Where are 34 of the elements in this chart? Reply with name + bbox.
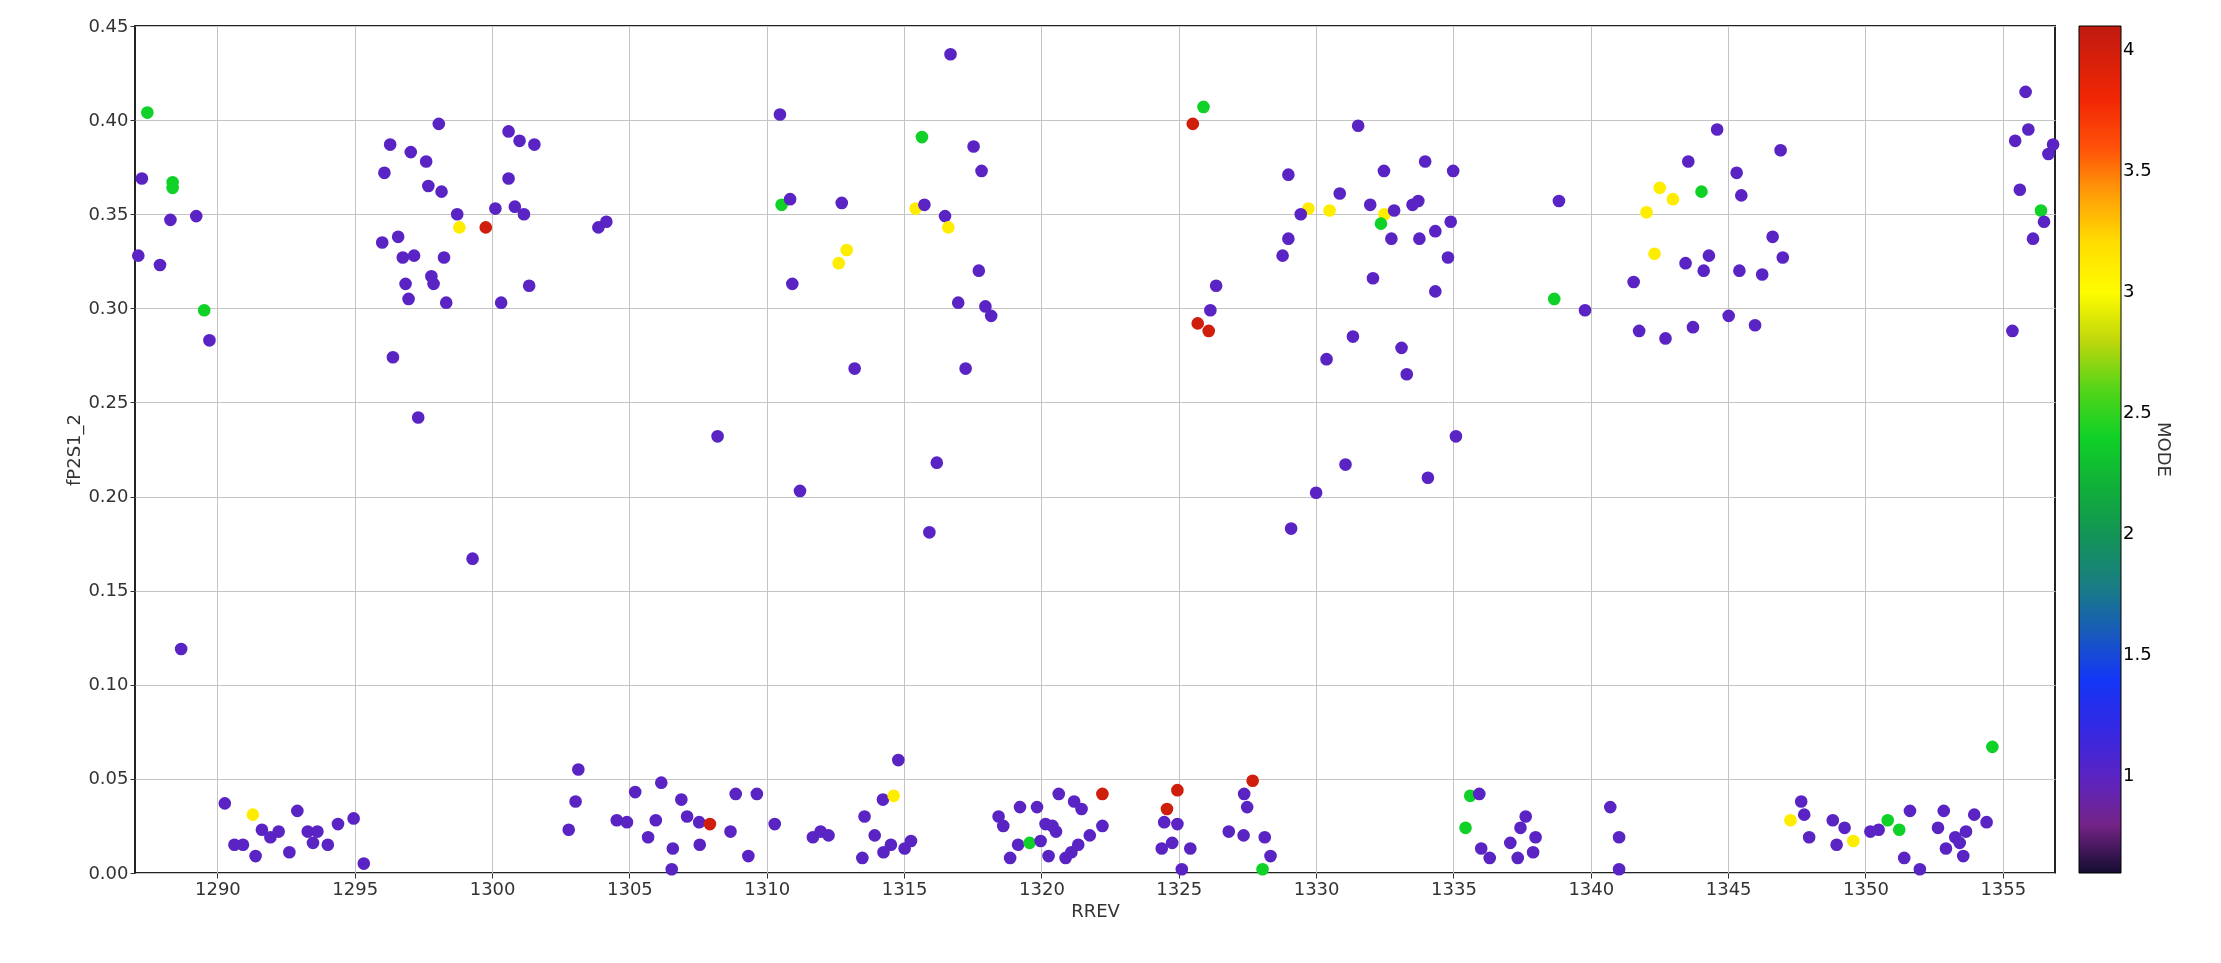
x-tick-label: 1330	[1293, 877, 1340, 899]
y-tick-label: 0.10	[88, 673, 129, 695]
color-bar-label: 1	[2123, 764, 2135, 786]
color-bar-label: 3.5	[2123, 159, 2152, 181]
color-bar-label: 1.5	[2123, 643, 2152, 665]
color-bar-title: MODE	[2154, 422, 2175, 477]
x-tick-label: 1315	[881, 877, 928, 899]
y-tick-label: 0.45	[88, 14, 129, 36]
color-bar-label: 2.5	[2123, 401, 2152, 423]
y-tick-label: 0.35	[88, 202, 129, 224]
x-tick-label: 1295	[332, 877, 379, 899]
color-bar-label: 2	[2123, 522, 2135, 544]
x-tick-label: 1335	[1431, 877, 1477, 899]
x-tick-label: 1305	[607, 877, 653, 899]
x-tick-label: 1350	[1843, 877, 1889, 899]
x-axis-title: RREV	[1071, 899, 1121, 921]
y-tick-label: 0.30	[88, 296, 129, 318]
color-bar-label: 4	[2123, 38, 2135, 60]
x-tick-label: 1320	[1019, 877, 1065, 899]
y-tick-label: 0.20	[88, 485, 129, 507]
y-axis-title: fP2S1_2	[63, 414, 86, 486]
x-tick-label: 1345	[1705, 877, 1752, 899]
x-tick-label: 1310	[744, 877, 791, 899]
color-bar-label: 3	[2123, 280, 2135, 302]
x-tick-label: 1300	[469, 877, 516, 899]
y-tick-label: 0.00	[88, 861, 129, 883]
x-tick-label: 1340	[1568, 877, 1615, 899]
y-tick-label: 0.05	[88, 767, 129, 789]
y-tick-label: 0.40	[88, 108, 129, 130]
x-tick-label: 1290	[195, 877, 241, 899]
y-tick-label: 0.25	[88, 390, 129, 412]
y-tick-label: 0.15	[88, 579, 129, 601]
x-tick-label: 1325	[1156, 877, 1203, 899]
x-tick-label: 1355	[1980, 877, 2027, 899]
